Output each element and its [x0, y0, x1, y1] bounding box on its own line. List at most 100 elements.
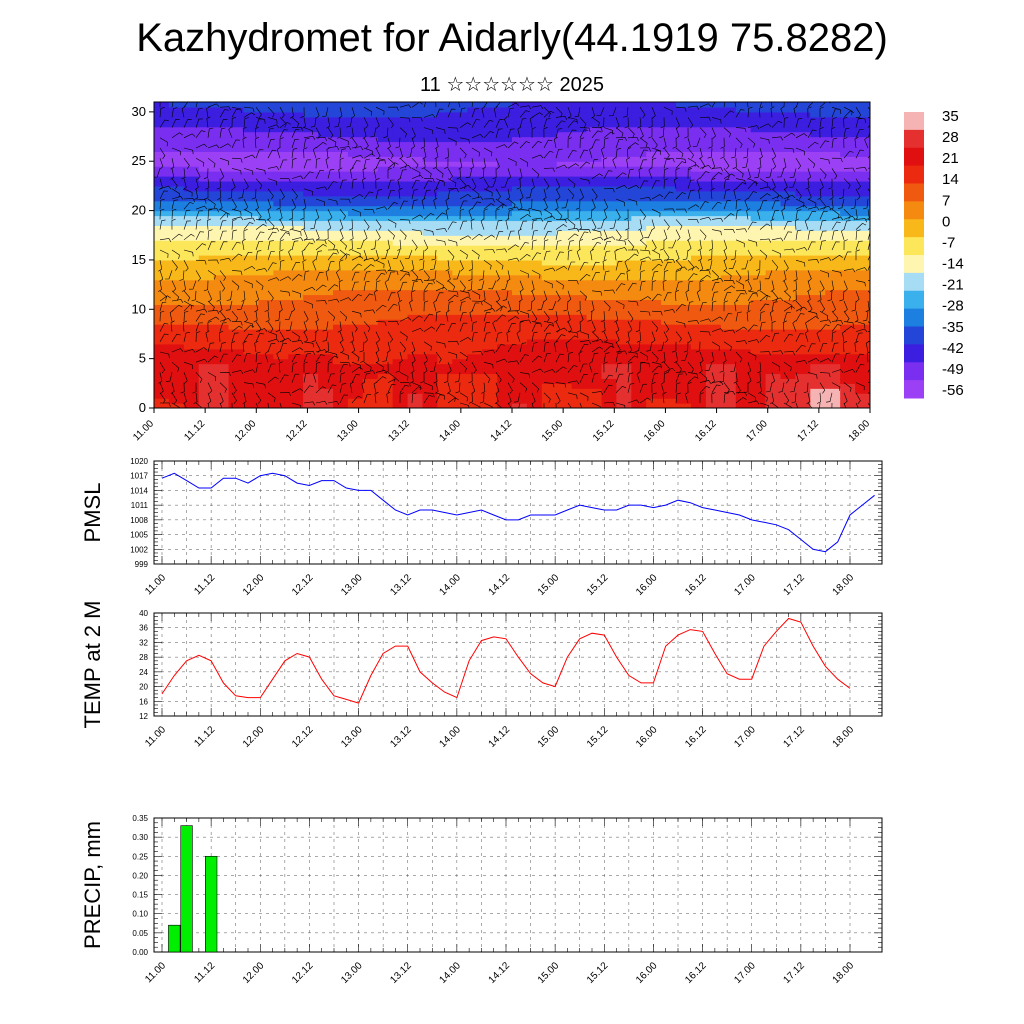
wind-barb [363, 153, 376, 159]
heat-cell [497, 250, 513, 256]
heat-cell [467, 166, 483, 172]
heat-cell [631, 190, 647, 197]
wind-barb [207, 208, 219, 213]
wind-barb [447, 382, 451, 394]
heat-cell [333, 338, 349, 345]
heat-cell [810, 304, 826, 310]
heat-cell [855, 106, 870, 113]
wind-barb [159, 190, 168, 200]
heat-cell [183, 225, 200, 231]
heat-cell [198, 210, 215, 217]
heat-cell [333, 343, 349, 350]
wind-barb [699, 302, 707, 312]
heat-cell [541, 299, 558, 305]
heat-cell [288, 255, 304, 261]
wind-barb [423, 180, 433, 189]
heat-cell [154, 146, 170, 152]
wind-barb [435, 180, 444, 189]
heat-cell [691, 269, 707, 276]
wind-barb [399, 273, 410, 281]
heat-cell [646, 378, 662, 384]
heat-cell [497, 121, 513, 128]
heat-cell [303, 304, 319, 310]
heat-cell [556, 255, 573, 261]
wind-barb [855, 280, 866, 287]
wind-barb [322, 331, 329, 342]
heat-cell [512, 329, 528, 335]
wind-barb [411, 168, 421, 177]
heat-cell [526, 255, 543, 261]
heat-cell [526, 363, 543, 370]
heat-cell [288, 156, 304, 162]
heat-cell [303, 161, 319, 167]
heat-cell [154, 215, 170, 222]
heat-cell [243, 269, 260, 276]
wind-barb [471, 290, 481, 300]
wind-barb [243, 178, 249, 190]
wind-barb [243, 168, 254, 176]
heat-cell [586, 388, 603, 394]
wind-barb [699, 372, 708, 383]
heat-cell [571, 116, 588, 123]
heat-cell [183, 309, 200, 315]
heat-cell [750, 146, 767, 152]
heat-cell [795, 373, 811, 379]
heat-cell [183, 393, 200, 399]
heat-cell [661, 116, 677, 123]
heat-cell [183, 343, 200, 350]
wind-barb [675, 281, 683, 291]
wind-barb [291, 261, 301, 271]
heat-cell [705, 151, 722, 157]
heat-cell [243, 235, 260, 241]
wind-barb [195, 210, 204, 220]
heat-cell [735, 274, 752, 281]
heat-cell [720, 343, 737, 350]
heat-cell [586, 185, 603, 192]
heat-cell [422, 304, 439, 310]
wind-barb [216, 178, 221, 190]
heat-cell [497, 378, 513, 384]
heat-cell [691, 131, 707, 138]
heat-cell [273, 358, 289, 365]
wind-barb [171, 188, 180, 198]
heat-cell [213, 151, 230, 157]
wind-barb [561, 198, 569, 209]
wind-barb [591, 229, 602, 236]
heat-cell [258, 230, 274, 236]
wind-barb [651, 361, 662, 369]
wind-barb [782, 270, 787, 282]
heat-cell [735, 319, 752, 325]
wind-barb [399, 392, 404, 404]
wind-barb [807, 198, 817, 208]
wind-barb [375, 304, 387, 312]
heat-cell [377, 180, 394, 187]
heat-cell [691, 220, 707, 226]
heat-cell [154, 299, 170, 305]
wind-barb [651, 373, 659, 383]
wind-barb [207, 157, 216, 168]
heat-cell [586, 176, 603, 182]
heat-cell [452, 245, 468, 251]
heat-cell [258, 348, 274, 355]
heat-cell [377, 393, 394, 399]
heat-cell [154, 240, 170, 246]
wind-barb [183, 290, 191, 302]
wind-barb [180, 382, 185, 394]
wind-barb [507, 198, 516, 209]
heat-cell [303, 259, 319, 266]
heat-cell [452, 220, 468, 226]
heat-cell [512, 131, 528, 138]
heat-cell [467, 102, 483, 108]
wind-barb [207, 103, 220, 108]
heat-cell [631, 210, 647, 217]
heat-cell [780, 225, 797, 231]
heat-cell [213, 106, 230, 113]
wind-barb [591, 346, 603, 353]
heat-cell [303, 116, 319, 123]
wind-barb [675, 259, 683, 271]
wind-barb [231, 157, 243, 163]
heat-cell [482, 146, 498, 152]
heat-cell [705, 210, 722, 217]
heat-cell [258, 180, 274, 187]
wind-barb [289, 219, 294, 231]
